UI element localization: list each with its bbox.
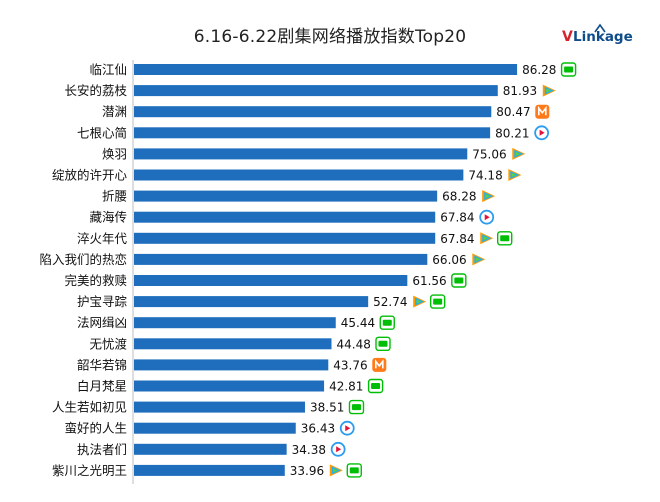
value-label: 42.81 <box>329 380 363 394</box>
youku-icon <box>534 125 550 141</box>
category-label: 临江仙 <box>89 62 127 77</box>
category-label: 韶华若锦 <box>77 357 127 372</box>
value-label: 86.28 <box>522 63 556 77</box>
bar <box>134 169 464 181</box>
value-label: 44.48 <box>336 337 370 351</box>
bar <box>134 148 468 160</box>
chart-title: 6.16-6.22剧集网络播放指数Top20 <box>193 27 467 47</box>
iqiyi-icon <box>379 315 395 330</box>
value-label: 52.74 <box>373 295 407 309</box>
value-label: 45.44 <box>341 316 375 330</box>
logo-v: V <box>562 29 573 45</box>
mango-icon <box>535 104 550 119</box>
value-label: 61.56 <box>412 274 446 288</box>
bar <box>134 422 296 434</box>
category-label: 陷入我们的热恋 <box>39 252 127 267</box>
iqiyi-icon <box>375 336 391 351</box>
value-label: 80.47 <box>496 105 530 119</box>
value-label: 66.06 <box>432 253 466 267</box>
bar <box>134 296 369 308</box>
value-label: 36.43 <box>301 422 335 436</box>
category-label: 七根心简 <box>77 125 127 140</box>
category-label: 法网缉凶 <box>77 315 127 330</box>
category-label: 执法者们 <box>77 442 127 457</box>
category-label: 完美的救赎 <box>64 273 127 288</box>
value-label: 81.93 <box>503 84 537 98</box>
iqiyi-icon <box>367 378 384 394</box>
mango-icon <box>372 357 387 372</box>
bar <box>134 211 436 223</box>
category-label: 绽放的许开心 <box>52 168 128 183</box>
bar <box>134 464 285 476</box>
value-label: 67.84 <box>440 211 474 225</box>
category-label: 无忧渡 <box>89 336 127 351</box>
category-label: 人生若如初见 <box>52 400 127 415</box>
bar <box>134 275 408 286</box>
tencent-icon <box>472 253 486 266</box>
value-label: 74.18 <box>468 169 502 183</box>
category-label: 藏海传 <box>89 210 127 225</box>
bar <box>134 443 287 455</box>
category-label: 长安的荔枝 <box>64 83 127 98</box>
bar <box>134 380 325 392</box>
iqiyi-icon <box>497 231 513 246</box>
bar <box>134 190 438 202</box>
logo-roof-icon <box>594 23 606 33</box>
bar <box>134 106 492 118</box>
bar <box>134 338 332 350</box>
tencent-icon <box>480 232 494 245</box>
value-label: 75.06 <box>472 147 506 161</box>
category-label: 紫川之光明王 <box>52 463 127 478</box>
iqiyi-icon <box>451 273 467 288</box>
bar <box>134 85 498 97</box>
iqiyi-icon <box>560 62 577 77</box>
bar <box>134 64 518 75</box>
value-label: 43.76 <box>333 358 367 372</box>
vlinkage-logo: V Linkage <box>562 23 634 49</box>
youku-icon <box>339 420 355 436</box>
iqiyi-icon <box>348 399 365 415</box>
category-label: 潜渊 <box>102 104 127 119</box>
value-label: 38.51 <box>310 401 344 415</box>
bar <box>134 359 329 371</box>
bar <box>134 401 305 413</box>
tencent-icon <box>542 84 556 97</box>
category-label: 蛮好的人生 <box>64 421 127 436</box>
tencent-icon <box>482 190 496 203</box>
iqiyi-icon <box>346 463 362 478</box>
youku-icon <box>330 441 346 457</box>
category-label: 护宝寻踪 <box>77 294 128 309</box>
bar <box>134 317 336 329</box>
value-label: 68.28 <box>442 190 476 204</box>
tencent-icon <box>508 169 522 181</box>
tencent-icon <box>329 464 343 477</box>
value-label: 33.96 <box>290 464 324 478</box>
category-label: 焕羽 <box>102 146 127 161</box>
bar <box>134 253 428 265</box>
logo-text: Linkage <box>573 29 633 45</box>
category-label: 淬火年代 <box>77 231 128 246</box>
bar <box>134 232 436 244</box>
iqiyi-icon <box>429 294 446 309</box>
value-label: 80.21 <box>495 126 529 140</box>
value-label: 67.84 <box>440 232 474 246</box>
category-label: 白月梵星 <box>77 379 127 394</box>
tencent-icon <box>512 147 526 160</box>
bar <box>134 127 491 139</box>
value-label: 34.38 <box>292 443 326 457</box>
category-label: 折腰 <box>102 189 127 204</box>
tencent-icon <box>413 295 427 308</box>
youku-icon <box>479 209 495 225</box>
